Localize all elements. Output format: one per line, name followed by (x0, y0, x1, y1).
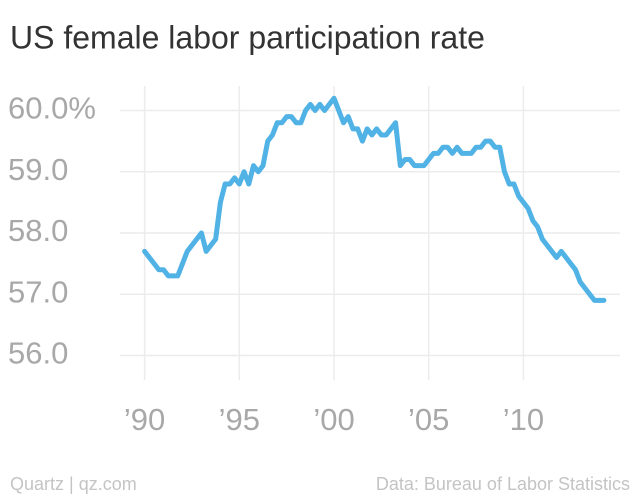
source: Data: Bureau of Labor Statistics (376, 474, 630, 494)
y-tick-label: 59.0 (8, 152, 68, 187)
line (142, 95, 607, 303)
x-tick-label: ’90 (124, 402, 165, 437)
y-tick-label: 56.0 (8, 336, 68, 371)
x-tick-label: ’10 (503, 402, 544, 437)
y-tick-label: 60.0% (8, 91, 96, 126)
y-tick-label: 57.0 (8, 274, 68, 309)
y-tick-label: 58.0 (8, 213, 68, 248)
x-tick-label: ’95 (219, 402, 260, 437)
x-tick-label: ’05 (408, 402, 449, 437)
x-tick-label: ’00 (313, 402, 354, 437)
credit: Quartz | qz.com (10, 474, 137, 494)
chart-title: US female labor participation rate (10, 19, 485, 55)
